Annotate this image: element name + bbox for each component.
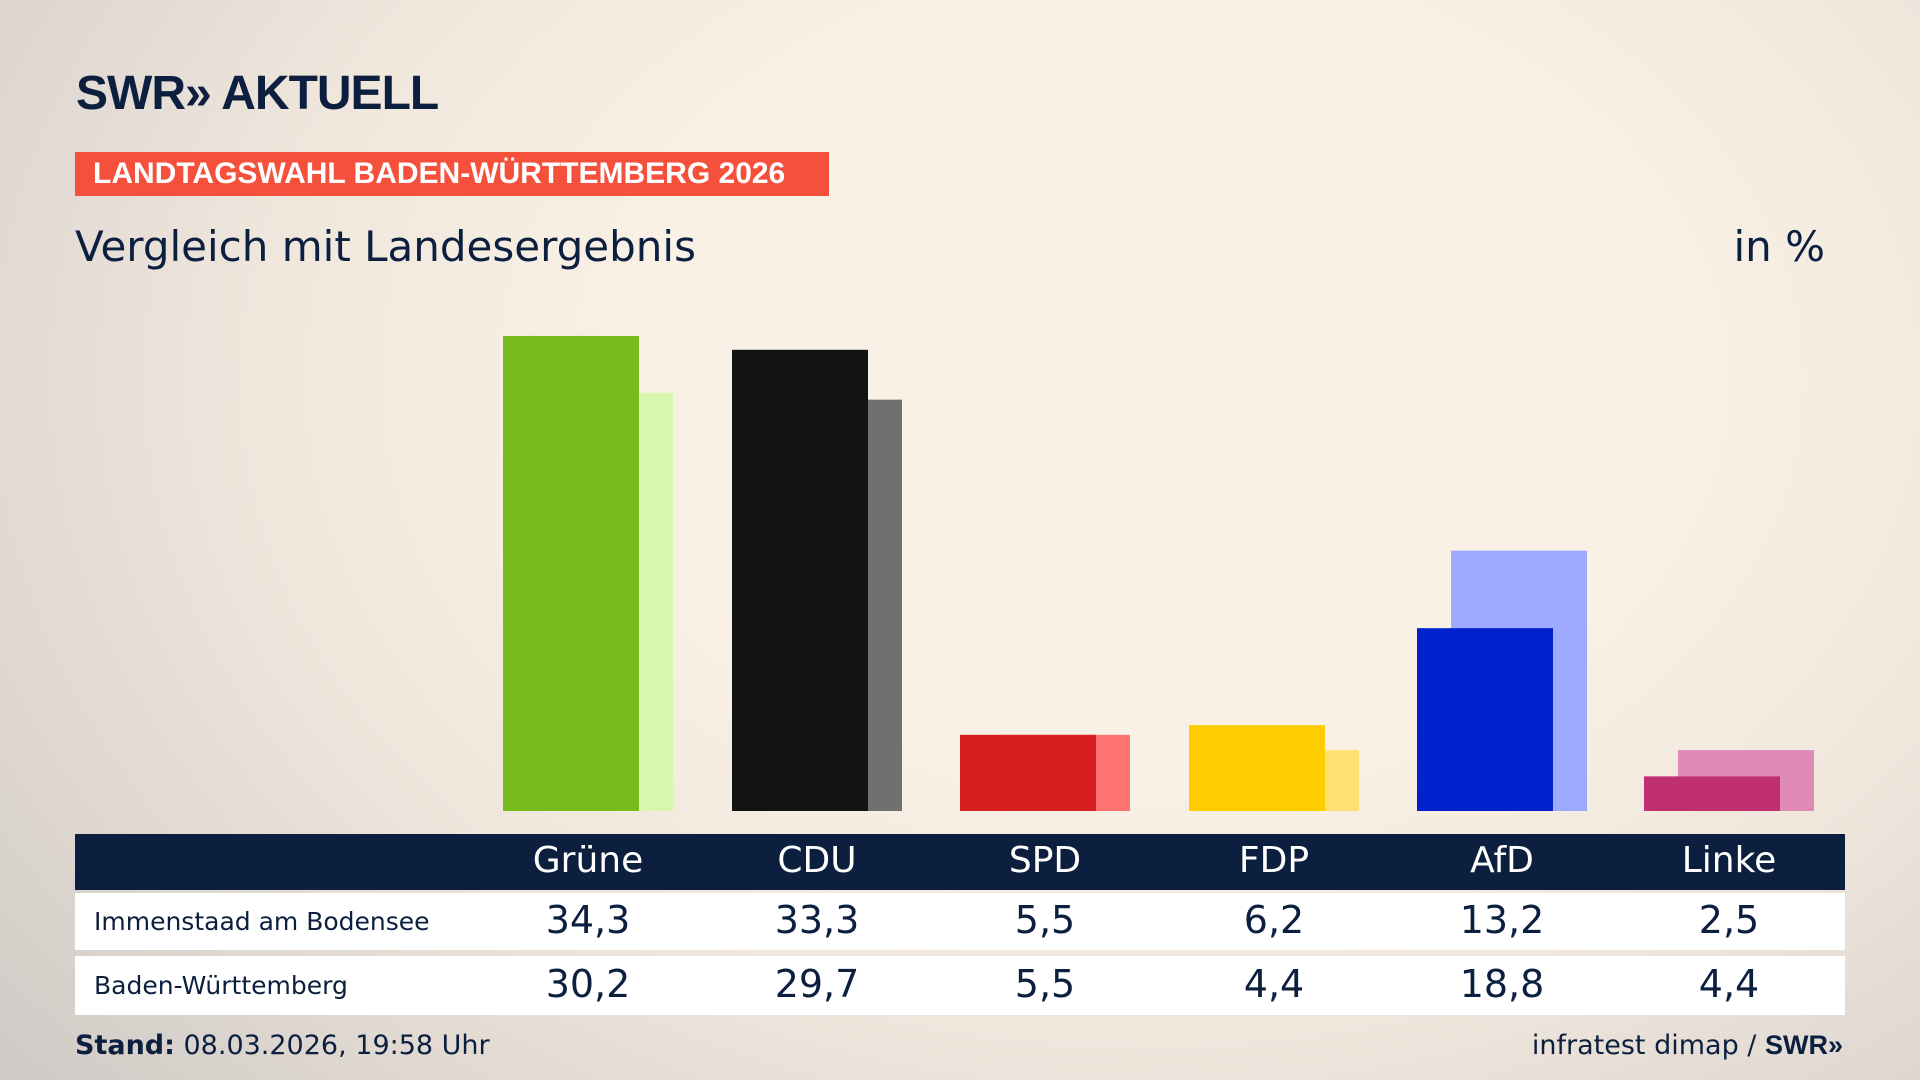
- bar-local-CDU: [732, 349, 868, 811]
- chart-subtitle: Vergleich mit Landesergebnis: [75, 222, 696, 271]
- bar-local-Grüne: [503, 335, 639, 811]
- value-cell: 2,5: [1698, 898, 1760, 942]
- source-text: infratest dimap /: [1531, 1030, 1765, 1061]
- bar-chart: [503, 335, 1814, 811]
- election-banner: LANDTAGSWAHL BADEN-WÜRTTEMBERG 2026: [75, 152, 829, 196]
- swr-logo: SWR»: [1764, 1030, 1843, 1060]
- value-cell: 18,8: [1459, 962, 1545, 1006]
- unit-label: in %: [1733, 222, 1825, 271]
- column-header: AfD: [1470, 840, 1534, 881]
- bar-local-FDP: [1189, 725, 1325, 811]
- stand-value: 08.03.2026, 19:58 Uhr: [174, 1030, 490, 1061]
- bar-local-Linke: [1644, 776, 1780, 811]
- value-cell: 33,3: [774, 898, 860, 942]
- column-header: FDP: [1238, 840, 1310, 881]
- bar-local-AfD: [1417, 628, 1553, 811]
- value-cell: 4,4: [1698, 962, 1760, 1006]
- table-header: Grüne CDU SPD FDP AfD Linke: [75, 834, 1845, 890]
- row-label: Immenstaad am Bodensee: [94, 907, 430, 936]
- value-cell: 30,2: [545, 962, 631, 1006]
- value-cell: 6,2: [1243, 898, 1305, 942]
- value-cell: 5,5: [1014, 898, 1076, 942]
- source: infratest dimap / SWR»: [1532, 1030, 1843, 1061]
- row-label: Baden-Württemberg: [94, 971, 348, 1000]
- stand-label: Stand:: [75, 1030, 175, 1061]
- value-cell: 13,2: [1459, 898, 1545, 942]
- table-row: Immenstaad am Bodensee 34,3 33,3 5,5 6,2 13,…: [75, 893, 1845, 950]
- swr-aktuell-logo: SWR» AKTUELL: [76, 67, 439, 120]
- value-cell: 5,5: [1014, 962, 1076, 1006]
- table-row: Baden-Württemberg 30,2 29,7 5,5 4,4 18,8 4,4: [75, 956, 1845, 1015]
- column-header: Linke: [1681, 840, 1777, 881]
- value-cell: 4,4: [1243, 962, 1305, 1006]
- bar-local-SPD: [960, 734, 1096, 811]
- value-cell: 34,3: [545, 898, 631, 942]
- column-header: SPD: [1008, 840, 1082, 881]
- value-cell: 29,7: [774, 962, 860, 1006]
- column-header: CDU: [777, 840, 857, 881]
- column-header: Grüne: [532, 840, 644, 881]
- timestamp: Stand: 08.03.2026, 19:58 Uhr: [75, 1030, 490, 1061]
